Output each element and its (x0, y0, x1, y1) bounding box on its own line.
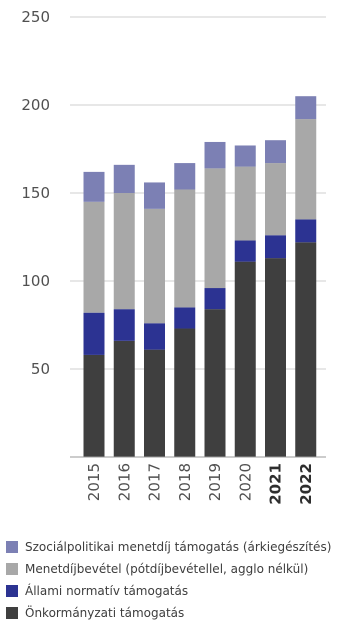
x-tick-label-2016: 2016 (115, 463, 133, 501)
bar-2020-series-3 (234, 145, 256, 167)
bar-2022-series-2 (295, 119, 317, 220)
bar-2015-series-3 (83, 171, 105, 202)
bar-2019-series-0 (204, 309, 226, 457)
bar-2020-series-1 (234, 240, 256, 262)
y-tick-label-150: 150 (21, 184, 50, 202)
bar-2016-series-0 (113, 340, 135, 457)
bar-2018-series-3 (174, 163, 196, 190)
legend-label-municipal-support: Önkormányzati támogatás (25, 606, 185, 620)
stacked-bar-chart: 50 100 150 200 250 2015 2016 2017 2018 2019 2020 20… (21, 8, 326, 505)
legend-swatch-social-subsidy (6, 541, 18, 553)
y-tick-label-50: 50 (31, 360, 50, 378)
y-tick-label-200: 200 (21, 96, 50, 114)
bar-2022-series-0 (295, 242, 317, 457)
bar-2018-series-2 (174, 189, 196, 308)
legend-item-fare-revenue: Menetdíjbevétel (pótdíjbevétellel, agglo… (6, 558, 351, 580)
bar-2021-series-3 (265, 140, 286, 164)
x-tick-label-2018: 2018 (176, 463, 194, 501)
legend-item-municipal-support: Önkormányzati támogatás (6, 602, 351, 624)
bar-2016-series-1 (113, 309, 135, 341)
x-tick-label-2019: 2019 (206, 463, 224, 501)
bar-2020-series-0 (234, 261, 256, 457)
legend-swatch-state-support (6, 585, 18, 597)
y-tick-label-250: 250 (21, 8, 50, 26)
bar-2017-series-3 (144, 182, 165, 209)
legend-item-state-support: Állami normatív támogatás (6, 580, 351, 602)
axes: 50 100 150 200 250 2015 2016 2017 2018 2019 2020 20… (21, 8, 326, 505)
legend-swatch-fare-revenue (6, 563, 18, 575)
bar-2016-series-3 (113, 164, 135, 193)
bar-2021-series-1 (265, 235, 286, 259)
bar-2022-series-1 (295, 219, 317, 243)
x-tick-label-2020: 2020 (236, 463, 254, 501)
gridlines (70, 16, 326, 370)
bar-2020-series-2 (234, 166, 256, 241)
legend-swatch-municipal-support (6, 607, 18, 619)
bar-2015-series-2 (83, 201, 105, 313)
legend-label-social-subsidy: Szociálpolitikai menetdíj támogatás (árk… (25, 540, 332, 554)
bar-2018-series-1 (174, 307, 196, 329)
bar-2019-series-2 (204, 168, 226, 289)
bar-2017-series-1 (144, 323, 165, 350)
bar-2017-series-0 (144, 349, 165, 457)
bar-2019-series-3 (204, 141, 226, 169)
x-tick-label-2021: 2021 (267, 463, 285, 505)
legend-item-social-subsidy: Szociálpolitikai menetdíj támogatás (árk… (6, 536, 351, 558)
bar-2018-series-0 (174, 328, 196, 457)
bar-2019-series-1 (204, 288, 226, 310)
bar-2017-series-2 (144, 208, 165, 324)
legend-label-fare-revenue: Menetdíjbevétel (pótdíjbevétellel, agglo… (25, 562, 309, 576)
bar-2021-series-2 (265, 163, 286, 236)
x-tick-label-2015: 2015 (85, 463, 103, 501)
bar-2016-series-2 (113, 193, 135, 310)
bar-2015-series-1 (83, 312, 105, 355)
y-tick-label-100: 100 (21, 272, 50, 290)
legend-label-state-support: Állami normatív támogatás (25, 584, 189, 598)
x-tick-label-2022: 2022 (297, 463, 315, 505)
x-tick-label-2017: 2017 (146, 463, 164, 501)
bar-2015-series-0 (83, 354, 105, 457)
chart-legend: Szociálpolitikai menetdíj támogatás (árk… (6, 536, 351, 624)
bar-2022-series-3 (295, 96, 317, 120)
bar-2021-series-0 (265, 258, 286, 457)
bars (83, 96, 317, 457)
